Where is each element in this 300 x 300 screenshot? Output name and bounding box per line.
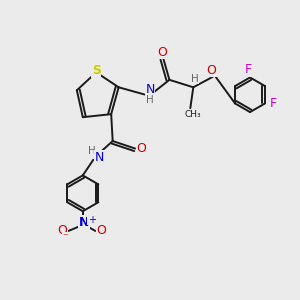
Text: F: F <box>245 64 252 76</box>
Text: H: H <box>191 74 199 84</box>
Text: N: N <box>145 83 155 96</box>
Text: N: N <box>79 216 89 229</box>
Text: N: N <box>94 151 104 164</box>
Text: O: O <box>137 142 147 155</box>
Text: F: F <box>270 97 277 110</box>
Text: H: H <box>146 95 154 105</box>
Text: ⁻: ⁻ <box>63 232 68 242</box>
Text: S: S <box>92 64 101 77</box>
Text: H: H <box>88 146 96 157</box>
Text: O: O <box>157 46 167 59</box>
Text: O: O <box>206 64 216 77</box>
Text: +: + <box>88 214 96 225</box>
Text: CH₃: CH₃ <box>185 110 202 119</box>
Text: O: O <box>58 224 68 237</box>
Text: O: O <box>96 224 106 237</box>
